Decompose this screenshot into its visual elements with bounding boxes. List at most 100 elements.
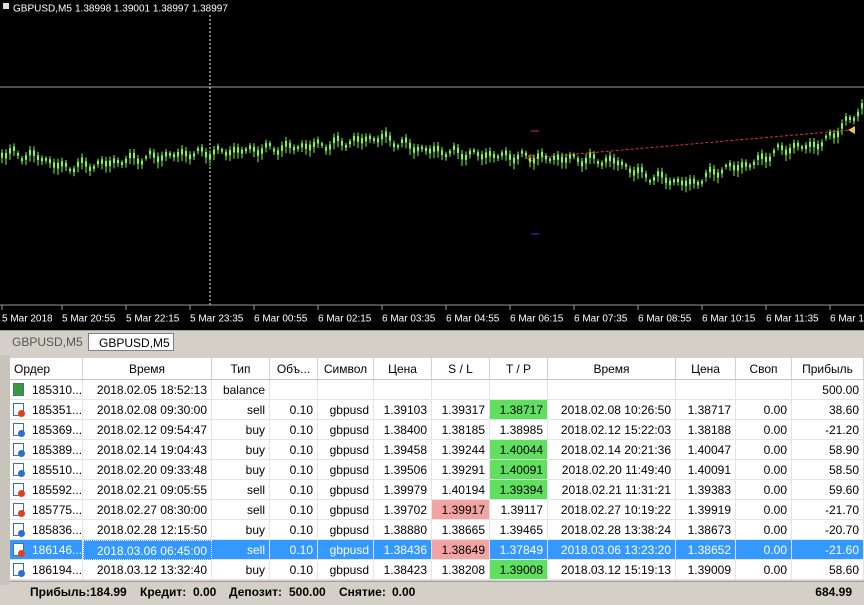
candle-body — [233, 146, 235, 153]
candle-body — [733, 165, 735, 171]
candle-body — [173, 154, 175, 158]
summary-label: Снятие: — [339, 585, 386, 599]
candle-body — [161, 155, 163, 161]
candle-body — [293, 146, 295, 151]
cell-order: 185389... — [10, 440, 83, 460]
candle-body — [629, 168, 631, 173]
candle-body — [673, 179, 675, 183]
candle-body — [229, 150, 231, 156]
table-row[interactable] — [10, 520, 864, 540]
candle-body — [837, 131, 839, 138]
time-label: 6 Mar 10:15 — [702, 314, 756, 325]
column-header[interactable]: Время — [548, 358, 676, 380]
candle-body — [701, 181, 703, 184]
candle-body — [153, 152, 155, 158]
cell-order: 185775... — [10, 500, 83, 520]
cell-sl: 1.38185 — [432, 420, 490, 440]
candle-body — [681, 180, 683, 186]
cell-time: 2018.03.06 06:45:00 — [83, 540, 212, 560]
column-header[interactable]: Цена — [374, 358, 432, 380]
table-row[interactable] — [10, 380, 864, 400]
order-icon — [13, 483, 24, 496]
candle-body — [33, 150, 35, 156]
column-header[interactable]: Тип — [212, 358, 270, 380]
table-row[interactable] — [10, 480, 864, 500]
chart-tab[interactable]: GBPUSD,M5 — [88, 333, 174, 351]
cell-symbol: gbpusd — [318, 500, 374, 520]
candle-body — [281, 145, 283, 151]
price-chart: GBPUSD,M5 1.38998 1.39001 1.38997 1.3899… — [0, 0, 864, 330]
candle-body — [429, 148, 431, 154]
candle-body — [5, 152, 7, 159]
candle-body — [289, 143, 291, 148]
cell-profit: 58.60 — [792, 560, 864, 580]
cell-time: 2018.02.05 18:52:13 — [83, 380, 212, 400]
cell-tp: 1.40044 — [490, 440, 548, 460]
table-row[interactable] — [10, 420, 864, 440]
candle-body — [457, 147, 459, 153]
candle-body — [465, 154, 467, 160]
candle-body — [809, 141, 811, 147]
cell-symbol: gbpusd — [318, 560, 374, 580]
cell-symbol: gbpusd — [318, 460, 374, 480]
cell-close-time: 2018.02.08 10:26:50 — [548, 400, 676, 420]
candle-body — [85, 161, 87, 167]
candle-body — [365, 136, 367, 142]
candle-body — [621, 161, 623, 166]
chart-tab[interactable]: GBPUSD,M5 — [12, 335, 83, 349]
column-header[interactable]: Цена — [676, 358, 736, 380]
candle-body — [645, 173, 647, 178]
order-icon — [13, 563, 24, 576]
cell-order: 186146... — [10, 540, 83, 560]
candle-body — [825, 135, 827, 139]
cell-sl: 1.38208 — [432, 560, 490, 580]
candle-body — [145, 156, 147, 159]
cell-swap: 0.00 — [736, 540, 792, 560]
candle-body — [221, 149, 223, 152]
candle-body — [121, 162, 123, 165]
candle-body — [357, 136, 359, 142]
candle-body — [697, 181, 699, 186]
candle-body — [769, 156, 771, 161]
candle-body — [469, 150, 471, 155]
time-label: 6 Mar 03:35 — [382, 314, 436, 325]
candle-body — [841, 123, 843, 129]
candle-body — [201, 147, 203, 152]
candle-body — [137, 158, 139, 164]
candle-body — [41, 157, 43, 162]
column-header[interactable]: Ордер — [10, 358, 83, 380]
candle-body — [745, 162, 747, 167]
cell-profit: 500.00 — [792, 380, 864, 400]
column-header[interactable]: Время — [83, 358, 212, 380]
candle-body — [857, 111, 859, 117]
cell-order: 185510... — [10, 460, 83, 480]
candle-body — [757, 155, 759, 161]
candle-body — [1, 152, 3, 158]
column-header[interactable]: Символ — [318, 358, 374, 380]
candle-body — [845, 116, 847, 121]
cell-type: buy — [212, 420, 270, 440]
cell-swap: 0.00 — [736, 520, 792, 540]
candle-body — [169, 152, 171, 156]
column-header[interactable]: Своп — [736, 358, 792, 380]
table-row[interactable] — [10, 400, 864, 420]
column-header[interactable]: S / L — [432, 358, 490, 380]
candle-body — [401, 139, 403, 143]
column-header[interactable]: T / P — [490, 358, 548, 380]
table-row[interactable] — [10, 460, 864, 480]
column-header[interactable]: Прибыль — [792, 358, 864, 380]
order-icon — [13, 523, 24, 536]
selected-row[interactable] — [10, 540, 864, 560]
time-label: 6 Mar 08:55 — [638, 314, 692, 325]
candle-body — [433, 146, 435, 152]
table-row[interactable] — [10, 560, 864, 580]
table-row[interactable] — [10, 440, 864, 460]
column-header[interactable]: Объ... — [270, 358, 318, 380]
cell-tp: 1.40091 — [490, 460, 548, 480]
candle-body — [781, 145, 783, 150]
side-panel — [0, 355, 10, 585]
cell-price: 1.39506 — [374, 460, 432, 480]
candle-body — [105, 161, 107, 167]
table-row[interactable] — [10, 500, 864, 520]
cell-price: 1.39979 — [374, 480, 432, 500]
